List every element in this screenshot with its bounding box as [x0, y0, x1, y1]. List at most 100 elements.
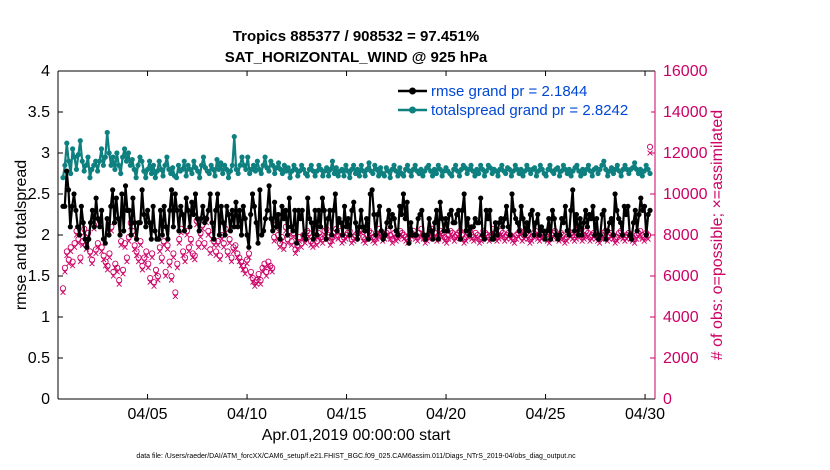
rmse-point — [264, 207, 270, 213]
obs-possible-marker — [87, 248, 94, 255]
obs-assimilated-marker — [139, 267, 146, 273]
rmse-point — [139, 187, 145, 193]
rmse-point — [522, 232, 528, 238]
obs-possible-marker — [224, 248, 231, 255]
obs-assimilated-marker — [135, 258, 142, 265]
obs-possible-marker — [269, 264, 276, 271]
totalspread-point — [210, 166, 216, 172]
rmse-point — [268, 216, 274, 222]
totalspread-point — [277, 166, 284, 172]
rmse-point — [231, 224, 237, 230]
obs-assimilated-marker — [242, 271, 248, 277]
obs-possible-marker — [69, 258, 76, 265]
rmse-point — [594, 216, 600, 222]
rmse-point — [104, 216, 110, 222]
x-tick-label: 04/25 — [526, 406, 566, 423]
obs-assimilated-marker — [292, 250, 299, 257]
totalspread-point — [453, 162, 459, 168]
obs-assimilated-marker — [195, 244, 202, 251]
rmse-point — [157, 207, 164, 213]
rmse-point — [566, 232, 572, 238]
rmse-point — [428, 228, 434, 234]
rmse-point — [73, 207, 79, 213]
rmse-point — [369, 187, 375, 193]
totalspread-point — [225, 175, 232, 181]
obs-possible-marker — [106, 250, 113, 257]
obs-possible-marker — [267, 262, 274, 269]
obs-assimilated-marker — [60, 289, 66, 296]
obs-assimilated-marker — [104, 267, 111, 273]
y-left-tick-label: 3.5 — [28, 104, 50, 121]
totalspread-point — [495, 173, 501, 179]
obs-possible-marker — [230, 244, 237, 251]
rmse-point — [441, 228, 447, 234]
totalspread-point — [589, 173, 595, 179]
totalspread-point — [285, 165, 291, 171]
obs-assimilated-marker — [445, 236, 452, 242]
rmse-point — [395, 232, 401, 238]
rmse-point — [557, 232, 563, 238]
obs-possible-marker — [180, 248, 187, 255]
rmse-point — [229, 207, 235, 213]
totalspread-point — [118, 170, 124, 177]
rmse-point — [516, 228, 522, 234]
rmse-point — [551, 216, 557, 222]
totalspread-point — [247, 170, 253, 177]
totalspread-point — [81, 168, 87, 174]
rmse-point — [647, 207, 653, 213]
obs-possible-marker — [94, 240, 101, 247]
obs-assimilated-marker — [172, 293, 179, 300]
obs-assimilated-marker — [215, 242, 221, 248]
rmse-point — [189, 199, 195, 205]
rmse-point — [535, 211, 541, 218]
rmse-point — [343, 224, 349, 230]
rmse-point — [375, 211, 381, 218]
rmse-point — [525, 228, 532, 234]
rmse-point — [290, 228, 296, 234]
rmse-point — [621, 203, 627, 209]
totalspread-point — [393, 168, 399, 174]
rmse-point — [612, 191, 618, 197]
totalspread-point — [626, 170, 632, 177]
rmse-point — [533, 220, 539, 226]
rmse-point — [400, 191, 407, 197]
rmse-point — [257, 187, 263, 193]
totalspread-point — [562, 166, 568, 172]
totalspread-point — [175, 162, 182, 168]
totalspread-point — [555, 165, 561, 171]
obs-assimilated-marker — [641, 238, 647, 244]
totalspread-point — [77, 138, 83, 144]
rmse-point — [133, 236, 140, 242]
obs-assimilated-marker — [182, 258, 188, 265]
obs-assimilated-marker — [529, 238, 535, 244]
rmse-point — [634, 228, 640, 234]
obs-assimilated-marker — [186, 248, 192, 255]
obs-assimilated-marker — [240, 267, 246, 273]
totalspread-point — [539, 166, 545, 172]
obs-assimilated-marker — [255, 275, 262, 281]
rmse-point — [588, 216, 594, 222]
obs-possible-marker — [162, 268, 169, 275]
rmse-point — [549, 207, 556, 213]
totalspread-point — [135, 162, 141, 168]
totalspread-point — [472, 173, 478, 179]
totalspread-point — [329, 158, 336, 164]
totalspread-point — [464, 170, 470, 177]
rmse-point — [115, 216, 121, 222]
rmse-point — [444, 228, 451, 234]
totalspread-point — [354, 166, 361, 172]
rmse-point — [95, 216, 101, 222]
totalspread-point — [254, 158, 260, 164]
rmse-point — [130, 195, 136, 201]
rmse-point — [99, 207, 105, 213]
rmse-point — [288, 224, 294, 230]
obs-possible-marker — [116, 277, 123, 284]
rmse-point — [398, 211, 405, 218]
totalspread-point — [300, 166, 307, 172]
obs-possible-marker — [212, 248, 220, 255]
rmse-point — [117, 232, 123, 238]
rmse-point — [216, 232, 222, 238]
rmse-point — [614, 207, 620, 213]
rmse-point — [378, 228, 384, 234]
obs-possible-marker — [145, 260, 152, 267]
